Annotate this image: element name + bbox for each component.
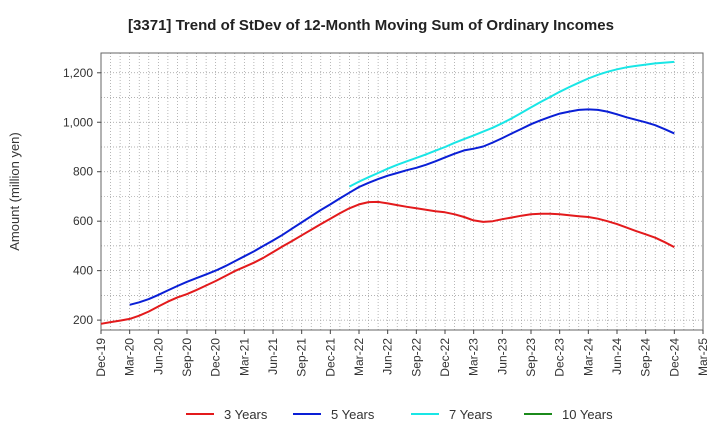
y-axis-label: Amount (million yen) [7, 132, 22, 251]
x-tick-label: Mar-23 [467, 338, 481, 376]
legend-label: 7 Years [449, 407, 493, 422]
x-tick-label: Dec-23 [553, 338, 567, 377]
x-tick-label: Mar-24 [581, 338, 595, 376]
x-tick-label: Jun-23 [495, 338, 509, 375]
plot-frame [100, 52, 704, 331]
y-tick-label: 1,000 [63, 115, 93, 129]
y-tick-label: 800 [73, 165, 93, 179]
x-tick-label: Jun-21 [266, 338, 280, 375]
legend-label: 10 Years [562, 407, 613, 422]
grid-lines [101, 53, 703, 330]
x-axis-ticks: Dec-19 Mar-20 Jun-20 Sep-20 Dec-20 Mar-21 Jun-… [94, 330, 710, 377]
y-axis-ticks: 200 400 600 800 1,000 1,200 [63, 66, 101, 327]
legend: 3 Years 5 Years 7 Years 10 Years [186, 407, 613, 422]
x-tick-label: Mar-21 [237, 338, 251, 376]
y-tick-label: 200 [73, 313, 93, 327]
x-tick-label: Jun-24 [610, 338, 624, 375]
x-tick-label: Mar-22 [352, 338, 366, 376]
x-tick-label: Dec-20 [209, 338, 223, 377]
x-tick-label: Sep-22 [409, 338, 423, 377]
x-tick-label: Sep-24 [639, 338, 653, 377]
series-line-7-years [348, 60, 675, 188]
x-tick-label: Mar-25 [696, 338, 710, 376]
x-tick-label: Mar-20 [123, 338, 137, 376]
x-tick-label: Dec-22 [438, 338, 452, 377]
series-line-3-years [100, 200, 675, 325]
y-tick-label: 600 [73, 214, 93, 228]
series-lines [100, 60, 675, 325]
x-tick-label: Dec-21 [323, 338, 337, 377]
x-tick-label: Sep-20 [180, 338, 194, 377]
x-tick-label: Dec-24 [667, 338, 681, 377]
y-tick-label: 1,200 [63, 66, 93, 80]
x-tick-label: Sep-23 [524, 338, 538, 377]
x-tick-label: Jun-22 [381, 338, 395, 375]
x-tick-label: Dec-19 [94, 338, 108, 377]
x-tick-label: Sep-21 [295, 338, 309, 377]
chart-title: [3371] Trend of StDev of 12-Month Moving… [128, 17, 614, 34]
x-tick-label: Jun-20 [151, 338, 165, 375]
legend-label: 3 Years [224, 407, 268, 422]
y-tick-label: 400 [73, 264, 93, 278]
legend-label: 5 Years [331, 407, 375, 422]
series-line-5-years [129, 108, 675, 306]
